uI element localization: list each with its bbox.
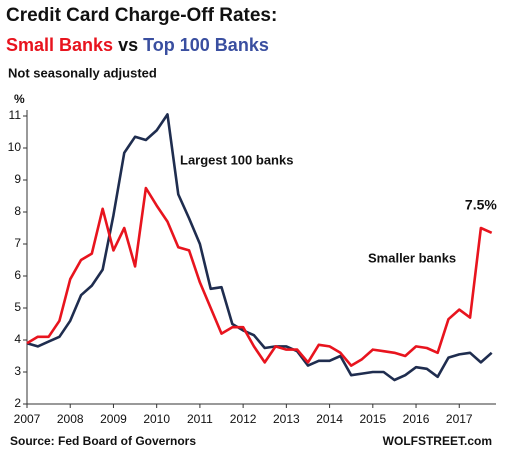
x-tick-label: 2015 [359,412,386,426]
series-line [26,186,493,367]
y-unit: % [14,92,25,106]
x-tick-label: 2013 [273,412,300,426]
y-tick-label: 10 [8,140,22,154]
note: Not seasonally adjusted [8,65,157,80]
credit: WOLFSTREET.com [383,434,492,448]
annotation: Smaller banks [368,250,456,265]
x-tick-label: 2008 [57,412,84,426]
y-tick-label: 5 [14,300,21,314]
source: Source: Fed Board of Governors [10,434,196,448]
series-line [26,113,493,382]
annotation: Largest 100 banks [180,152,293,167]
subtitle-joiner: vs [118,35,138,55]
x-tick-label: 2012 [230,412,257,426]
y-tick-label: 6 [14,268,21,282]
y-tick-label: 11 [9,108,22,122]
x-tick-label: 2009 [100,412,127,426]
x-tick-label: 2011 [187,412,213,426]
y-tick-label: 2 [14,396,21,410]
y-tick-label: 4 [14,332,21,346]
y-tick-label: 3 [14,364,21,378]
x-tick-label: 2010 [143,412,170,426]
x-tick-label: 2017 [446,412,473,426]
legend-entry: Small Banks [6,35,113,55]
legend-entry: Top 100 Banks [143,35,269,55]
value-label: 7.5% [465,197,497,213]
chart-subtitle: Small Banks vs Top 100 Banks [6,35,269,55]
y-tick-label: 8 [14,204,21,218]
chart-title: Credit Card Charge-Off Rates: [6,5,277,26]
x-tick-label: 2016 [403,412,430,426]
x-tick-label: 2014 [316,412,343,426]
y-tick-label: 9 [14,172,21,186]
x-tick-label: 2007 [14,412,41,426]
y-tick-label: 7 [14,236,21,250]
